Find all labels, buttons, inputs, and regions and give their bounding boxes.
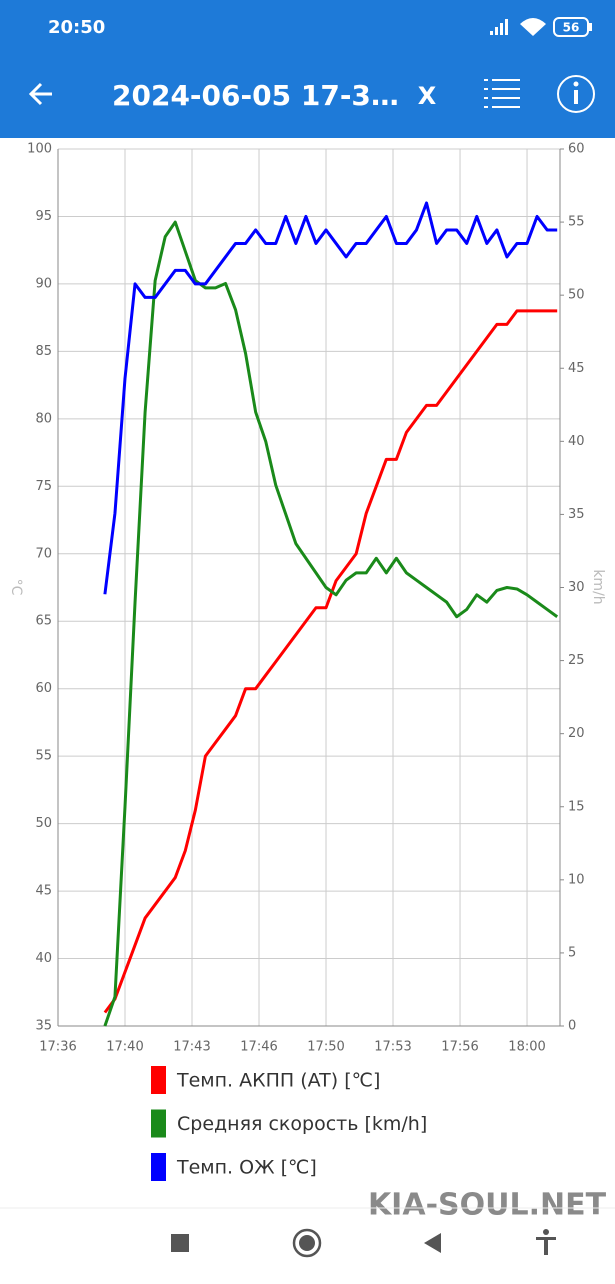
y-tick-label: 80 (35, 411, 52, 426)
y2-tick-label: 45 (568, 361, 585, 376)
series-line (103, 201, 558, 595)
y-tick-label: 100 (27, 142, 52, 157)
series-line (103, 309, 558, 1014)
legend-label: Темп. ОЖ [℃] (176, 1157, 317, 1179)
x-tick-label: 18:00 (508, 1040, 545, 1055)
legend-swatch (151, 1153, 166, 1181)
y-tick-label: 90 (35, 276, 52, 291)
legend-swatch (151, 1109, 166, 1138)
series-line (103, 220, 559, 1027)
app-header (0, 0, 615, 138)
nav-home[interactable] (292, 1228, 322, 1258)
battery-level: 56 (563, 21, 580, 35)
y2-tick-label: 30 (568, 580, 585, 595)
x-tick-label: 17:43 (173, 1040, 210, 1055)
y2-tick-label: 40 (568, 434, 585, 449)
info-button[interactable] (557, 75, 595, 113)
y2-tick-label: 5 (568, 945, 576, 960)
status-time: 20:50 (48, 17, 105, 38)
x-tick-label: 17:40 (106, 1040, 143, 1055)
y-tick-label: 95 (35, 209, 52, 224)
y2-tick-label: 50 (568, 288, 585, 303)
y-tick-label: 85 (35, 344, 52, 359)
y-tick-label: 55 (35, 749, 52, 764)
x-tick-label: 17:50 (307, 1040, 344, 1055)
list-button[interactable] (484, 79, 520, 108)
status-icons (490, 17, 592, 37)
y-axis-label: °C (8, 579, 24, 596)
y-tick-label: 65 (35, 614, 52, 629)
y-tick-label: 40 (35, 951, 52, 966)
y2-tick-label: 20 (568, 726, 585, 741)
x-tick-label: 17:46 (240, 1040, 277, 1055)
nav-back[interactable] (424, 1233, 441, 1253)
y2-tick-label: 15 (568, 799, 585, 814)
nav-recents[interactable] (171, 1234, 189, 1252)
legend-label: Темп. АКПП (AT) [℃] (176, 1070, 380, 1092)
legend-label: Средняя скорость [km/h] (177, 1113, 427, 1135)
x-tick-label: 17:36 (39, 1040, 76, 1055)
y-tick-label: 50 (35, 816, 52, 831)
y2-axis-label: km/h (590, 569, 606, 604)
close-button[interactable]: X (418, 82, 437, 110)
chart: 35 40 45 50 55 60 65 70 75 80 85 90 95 100 0 5 10 15 20 25 3… (27, 142, 585, 1181)
y-tick-label: 70 (35, 546, 52, 561)
y-tick-label: 35 (35, 1019, 52, 1034)
y-tick-label: 45 (35, 884, 52, 899)
x-tick-label: 17:53 (374, 1040, 411, 1055)
y-tick-label: 60 (35, 681, 52, 696)
watermark: KIA-SOUL.NET (368, 1188, 607, 1223)
y2-tick-label: 55 (568, 215, 585, 230)
y2-tick-label: 35 (568, 507, 585, 522)
y2-tick-label: 0 (568, 1019, 576, 1034)
legend-swatch (151, 1066, 166, 1094)
app-title: 2024-06-05 17-3… (112, 79, 399, 112)
y2-tick-label: 25 (568, 653, 585, 668)
back-button[interactable] (28, 82, 52, 106)
y2-tick-label: 60 (568, 142, 585, 157)
x-tick-label: 17:56 (441, 1040, 478, 1055)
nav-accessibility[interactable] (536, 1229, 556, 1255)
y-tick-label: 75 (35, 479, 52, 494)
y2-tick-label: 10 (568, 872, 585, 887)
